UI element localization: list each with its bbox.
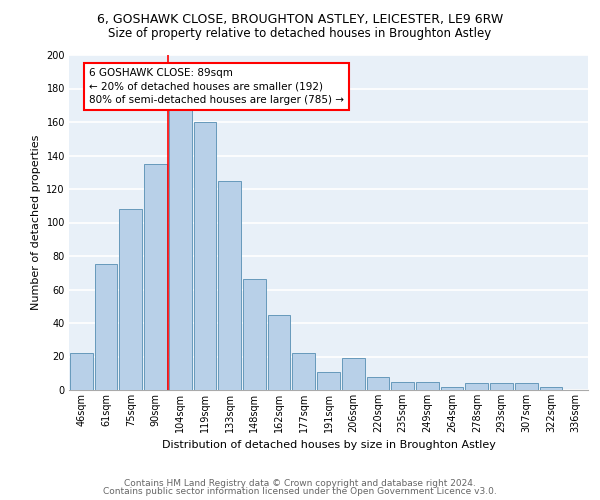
Bar (367, 376, 389, 390)
Bar (441, 386, 463, 390)
Text: Contains public sector information licensed under the Open Government Licence v3: Contains public sector information licen… (103, 487, 497, 496)
Bar (194, 122, 216, 390)
Bar (515, 384, 538, 390)
Text: 6 GOSHAWK CLOSE: 89sqm
← 20% of detached houses are smaller (192)
80% of semi-de: 6 GOSHAWK CLOSE: 89sqm ← 20% of detached… (89, 68, 344, 105)
Bar (268, 314, 290, 390)
Y-axis label: Number of detached properties: Number of detached properties (31, 135, 41, 310)
Bar (119, 209, 142, 390)
Text: Size of property relative to detached houses in Broughton Astley: Size of property relative to detached ho… (109, 28, 491, 40)
Text: 6, GOSHAWK CLOSE, BROUGHTON ASTLEY, LEICESTER, LE9 6RW: 6, GOSHAWK CLOSE, BROUGHTON ASTLEY, LEIC… (97, 12, 503, 26)
X-axis label: Distribution of detached houses by size in Broughton Astley: Distribution of detached houses by size … (161, 440, 496, 450)
Bar (342, 358, 365, 390)
Bar (490, 384, 513, 390)
Bar (218, 180, 241, 390)
Bar (243, 280, 266, 390)
Bar (95, 264, 118, 390)
Bar (539, 386, 562, 390)
Bar (391, 382, 414, 390)
Bar (416, 382, 439, 390)
Text: Contains HM Land Registry data © Crown copyright and database right 2024.: Contains HM Land Registry data © Crown c… (124, 478, 476, 488)
Bar (317, 372, 340, 390)
Bar (70, 353, 93, 390)
Bar (144, 164, 167, 390)
Bar (466, 384, 488, 390)
Bar (292, 353, 315, 390)
Bar (169, 108, 191, 390)
